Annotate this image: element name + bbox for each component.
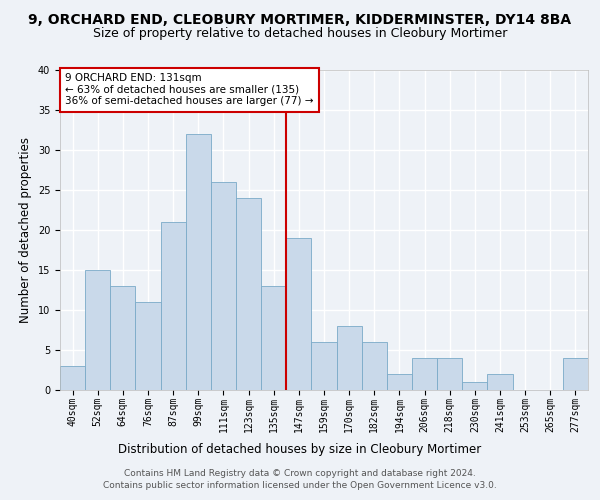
Bar <box>362 342 387 390</box>
Text: Size of property relative to detached houses in Cleobury Mortimer: Size of property relative to detached ho… <box>93 28 507 40</box>
Bar <box>311 342 337 390</box>
Bar <box>211 182 236 390</box>
Text: 9, ORCHARD END, CLEOBURY MORTIMER, KIDDERMINSTER, DY14 8BA: 9, ORCHARD END, CLEOBURY MORTIMER, KIDDE… <box>28 12 572 26</box>
Bar <box>487 374 512 390</box>
Bar <box>136 302 161 390</box>
Bar <box>161 222 186 390</box>
Bar <box>60 366 85 390</box>
Bar <box>437 358 462 390</box>
Text: Contains public sector information licensed under the Open Government Licence v3: Contains public sector information licen… <box>103 481 497 490</box>
Bar <box>286 238 311 390</box>
Bar <box>563 358 588 390</box>
Text: Contains HM Land Registry data © Crown copyright and database right 2024.: Contains HM Land Registry data © Crown c… <box>124 468 476 477</box>
Bar <box>85 270 110 390</box>
Bar <box>387 374 412 390</box>
Text: Distribution of detached houses by size in Cleobury Mortimer: Distribution of detached houses by size … <box>118 442 482 456</box>
Bar <box>236 198 261 390</box>
Bar <box>337 326 362 390</box>
Bar <box>110 286 136 390</box>
Bar <box>462 382 487 390</box>
Bar <box>186 134 211 390</box>
Text: 9 ORCHARD END: 131sqm
← 63% of detached houses are smaller (135)
36% of semi-det: 9 ORCHARD END: 131sqm ← 63% of detached … <box>65 73 314 106</box>
Bar <box>261 286 286 390</box>
Y-axis label: Number of detached properties: Number of detached properties <box>19 137 32 323</box>
Bar <box>412 358 437 390</box>
